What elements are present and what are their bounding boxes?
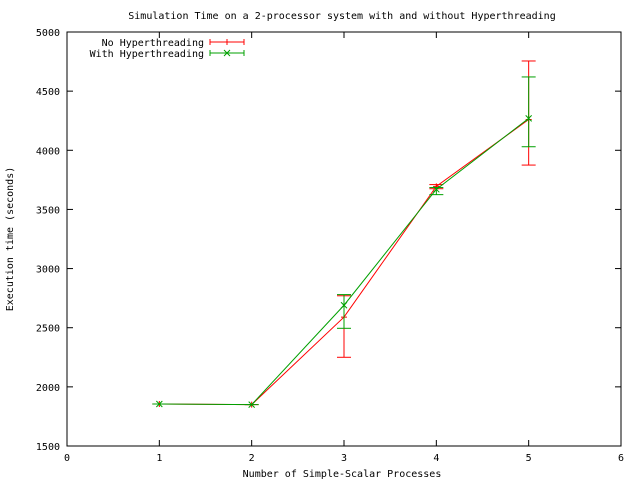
series-layer xyxy=(152,60,536,408)
data-point xyxy=(223,49,231,57)
plot-frame xyxy=(66,31,622,447)
data-point xyxy=(432,185,440,193)
legend-label: No Hyperthreading xyxy=(102,38,204,49)
series-2 xyxy=(152,76,536,408)
data-point xyxy=(248,401,256,408)
y-tick-label: 2000 xyxy=(36,383,60,394)
y-tick-label: 3000 xyxy=(36,265,60,276)
x-tick-label: 1 xyxy=(156,453,162,464)
y-tick-label: 5000 xyxy=(36,28,60,39)
y-tick-label: 4000 xyxy=(36,146,60,157)
x-axis-label: Number of Simple-Scalar Processes xyxy=(243,469,442,480)
legend-label: With Hyperthreading xyxy=(90,49,204,60)
y-axis-label: Execution time (seconds) xyxy=(5,167,16,312)
data-point xyxy=(155,400,163,408)
series-line xyxy=(159,119,529,406)
series-line xyxy=(159,117,529,406)
chart-title: Simulation Time on a 2-processor system … xyxy=(128,11,555,22)
y-tick-label: 3500 xyxy=(36,205,60,216)
x-axis: 0 1 2 3 4 5 6 xyxy=(64,32,624,464)
data-point xyxy=(340,301,348,309)
x-tick-label: 4 xyxy=(433,453,439,464)
x-tick-label: 6 xyxy=(618,453,624,464)
y-tick-label: 4500 xyxy=(36,87,60,98)
x-tick-label: 3 xyxy=(341,453,347,464)
y-tick-label: 1500 xyxy=(36,442,60,453)
data-point xyxy=(224,39,230,45)
x-tick-label: 5 xyxy=(526,453,532,464)
x-tick-label: 0 xyxy=(64,453,70,464)
series-1 xyxy=(152,60,536,408)
y-axis: 1500 2000 2500 3000 3500 4000 4500 5000 xyxy=(36,28,621,453)
y-tick-label: 2500 xyxy=(36,324,60,335)
data-point xyxy=(525,114,533,122)
x-tick-label: 2 xyxy=(249,453,255,464)
